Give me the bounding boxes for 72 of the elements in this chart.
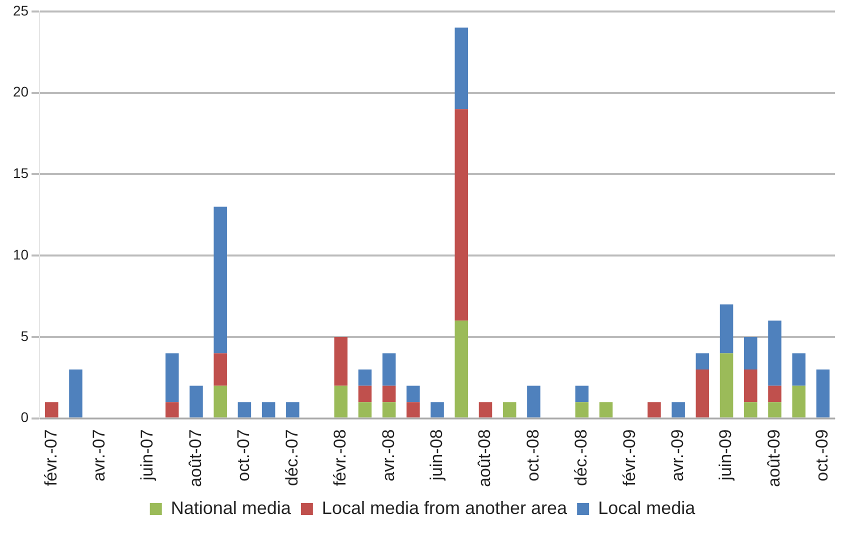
x-tick-label: oct.-08 — [523, 429, 542, 482]
y-tick-label: 10 — [12, 246, 29, 262]
bar — [648, 402, 661, 418]
bar — [672, 402, 685, 418]
bar — [454, 320, 468, 418]
bar — [382, 353, 396, 386]
y-tick-label: 25 — [12, 2, 29, 18]
bar — [358, 402, 372, 418]
bar — [599, 402, 613, 418]
x-tick-label: févr.-08 — [330, 429, 350, 486]
bar — [214, 353, 227, 386]
bar — [406, 386, 420, 402]
bar — [286, 402, 300, 418]
bar — [768, 320, 782, 386]
bar — [454, 28, 468, 110]
bar — [238, 402, 252, 418]
x-tick-label: août-08 — [475, 429, 494, 488]
bar — [214, 206, 227, 354]
bar — [696, 353, 710, 370]
legend-label: Local media from another area — [322, 498, 568, 518]
bar — [44, 402, 58, 418]
legend-label: National media — [170, 498, 292, 518]
bar — [527, 386, 540, 418]
bar — [744, 336, 758, 370]
bar — [502, 402, 516, 418]
bar — [768, 402, 782, 418]
y-tick-label: 20 — [12, 84, 29, 100]
bar — [382, 402, 396, 418]
bar — [744, 370, 758, 402]
x-tick-label: oct.-09 — [812, 429, 832, 482]
bar — [720, 353, 734, 418]
bar — [575, 402, 589, 418]
x-tick-label: juin-08 — [426, 429, 446, 482]
legend-label: Local media — [598, 498, 696, 518]
x-tick-label: juin-09 — [716, 429, 736, 482]
y-tick-label: 5 — [20, 328, 29, 344]
y-tick-label: 0 — [20, 409, 29, 426]
x-tick-label: déc.-07 — [282, 429, 302, 486]
bar — [334, 386, 348, 418]
bar — [214, 386, 227, 418]
bar — [358, 370, 372, 386]
bar — [454, 109, 468, 321]
x-tick-label: juin-07 — [138, 429, 157, 482]
bar — [358, 386, 372, 402]
bar — [166, 353, 179, 402]
bar — [720, 304, 734, 354]
bar — [816, 370, 830, 418]
x-tick-label: août-09 — [764, 429, 784, 488]
bar — [575, 386, 589, 402]
bar — [406, 402, 420, 418]
bar — [430, 402, 444, 418]
bar — [382, 386, 396, 402]
x-tick-label: avr.-09 — [668, 429, 688, 482]
x-tick-label: déc.-08 — [572, 429, 591, 486]
y-tick-label: 15 — [12, 165, 29, 182]
bar — [478, 402, 492, 418]
x-tick-label: févr.-07 — [41, 429, 60, 486]
bar — [792, 353, 806, 386]
bar — [768, 386, 782, 402]
x-tick-label: avr.-07 — [90, 429, 109, 482]
bar — [262, 402, 276, 418]
bar — [792, 386, 806, 418]
bar — [696, 370, 710, 418]
bar — [69, 370, 82, 418]
x-tick-label: févr.-09 — [620, 429, 639, 486]
bar — [190, 386, 203, 418]
bar — [744, 402, 758, 418]
x-tick-label: avr.-08 — [378, 429, 398, 482]
x-tick-label: oct.-07 — [234, 429, 254, 482]
bar — [166, 402, 179, 418]
bar — [334, 336, 348, 386]
x-tick-label: août-07 — [186, 429, 205, 488]
